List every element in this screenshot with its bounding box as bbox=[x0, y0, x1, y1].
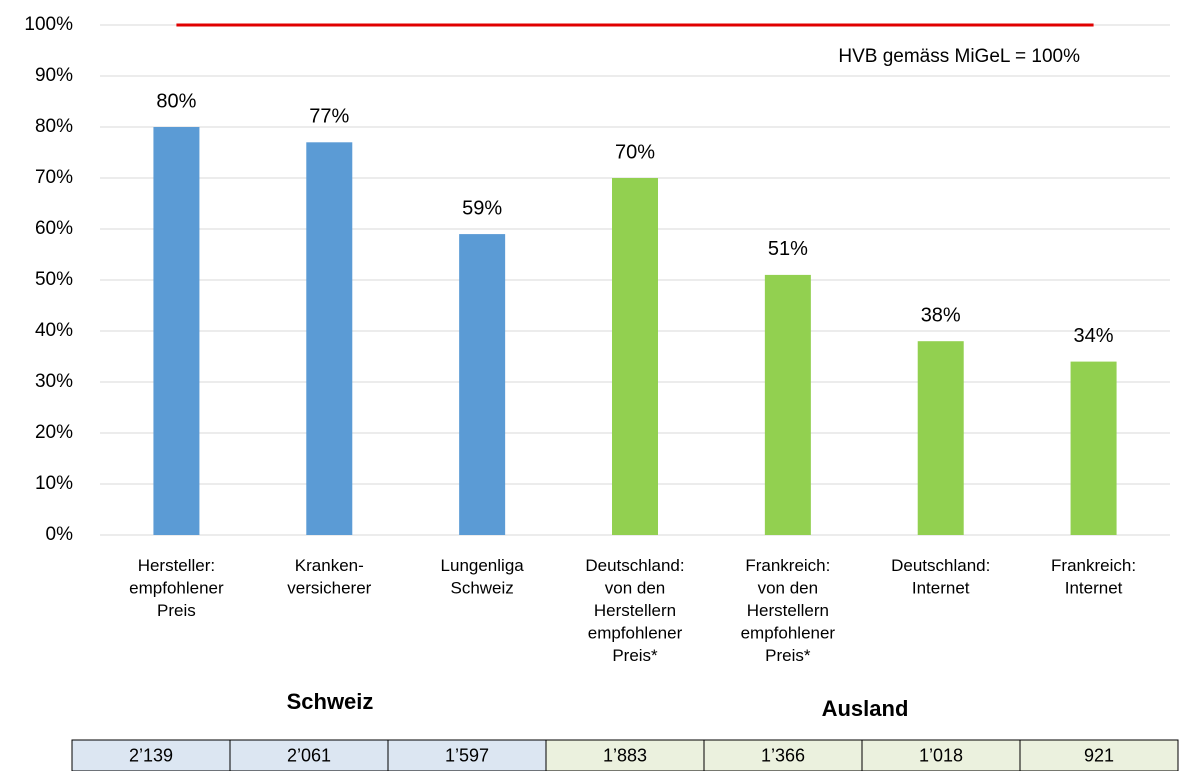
x-tick-label: Deutschland: von den Herstellern empfohlene… bbox=[585, 556, 684, 665]
bar bbox=[459, 234, 506, 535]
y-tick-label: 10% bbox=[35, 473, 73, 494]
data-label: 59% bbox=[462, 197, 502, 219]
bar bbox=[1070, 361, 1117, 535]
data-label: 70% bbox=[615, 141, 655, 163]
y-tick-label: 50% bbox=[35, 269, 73, 290]
table-cell-text: 2’061 bbox=[287, 745, 331, 765]
x-tick-label: Kranken-versicherer bbox=[287, 556, 371, 598]
group-label: Schweiz bbox=[287, 689, 374, 714]
y-tick-label: 90% bbox=[35, 65, 73, 86]
table-cell-text: 1’366 bbox=[761, 745, 805, 765]
data-label: 34% bbox=[1074, 325, 1114, 347]
x-tick-label: Frankreich: Internet bbox=[1051, 556, 1136, 598]
table-cell-text: 2’139 bbox=[129, 745, 173, 765]
table-cell-text: 1’018 bbox=[919, 745, 963, 765]
annotation: HVB gemäss MiGeL = 100% bbox=[838, 46, 1080, 67]
y-tick-label: 80% bbox=[35, 116, 73, 137]
table-cell bbox=[387, 739, 547, 772]
data-label: 38% bbox=[921, 304, 961, 326]
y-tick-label: 60% bbox=[35, 218, 73, 239]
table-cell bbox=[1019, 739, 1179, 772]
bar bbox=[612, 178, 658, 535]
y-tick-label: 0% bbox=[46, 524, 74, 545]
x-tick-label: Frankreich: von den Herstellern empfohlener… bbox=[741, 556, 836, 665]
data-label: 51% bbox=[768, 238, 808, 260]
bar bbox=[153, 127, 200, 535]
x-tick-label: Lungenliga Schweiz bbox=[441, 556, 525, 598]
table-cell bbox=[545, 739, 705, 772]
y-tick-label: 100% bbox=[24, 14, 73, 35]
table-cell-text: 1’597 bbox=[445, 745, 489, 765]
group-label: Ausland bbox=[822, 696, 909, 721]
table-cell bbox=[229, 739, 389, 772]
table-cell bbox=[71, 739, 231, 772]
bar bbox=[917, 341, 964, 535]
bar bbox=[306, 142, 353, 536]
x-tick-label: Hersteller: empfohlener Preis bbox=[129, 556, 224, 620]
y-tick-label: 30% bbox=[35, 371, 73, 392]
y-tick-label: 40% bbox=[35, 320, 73, 341]
bar bbox=[764, 274, 811, 535]
table-cell-text: 921 bbox=[1084, 745, 1114, 765]
x-tick-label: Deutschland: Internet bbox=[891, 556, 990, 598]
table-cell-text: 1’883 bbox=[603, 745, 647, 765]
data-label: 80% bbox=[156, 90, 196, 112]
y-tick-label: 20% bbox=[35, 422, 73, 443]
y-tick-label: 70% bbox=[35, 167, 73, 188]
data-label: 77% bbox=[309, 106, 349, 128]
